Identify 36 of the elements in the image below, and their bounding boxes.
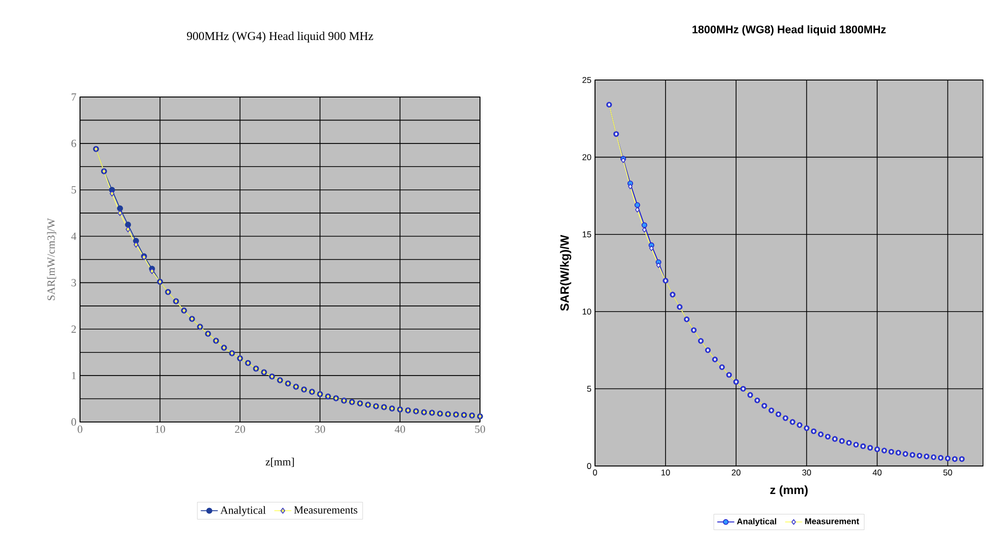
y-tick-label: 6 (71, 140, 76, 148)
x-axis-title: z (mm) (770, 485, 808, 496)
x-tick-label: 10 (661, 470, 670, 476)
y-tick-label: 0 (71, 418, 76, 426)
x-tick-label: 0 (592, 470, 598, 476)
y-tick-label: 2 (71, 326, 76, 333)
y-axis-title: SAR[mW/cm3]/W (47, 218, 56, 300)
y-tick-label: 20 (582, 154, 592, 160)
y-tick-label: 5 (587, 386, 592, 392)
x-tick-label: 30 (802, 470, 812, 476)
y-tick-label: 1 (72, 372, 76, 380)
legend-label: Analytical (220, 506, 266, 516)
x-tick-label: 40 (394, 426, 406, 433)
legend-label: Measurement (805, 518, 860, 524)
y-tick-label: 7 (72, 93, 76, 101)
x-tick-label: 30 (315, 426, 326, 433)
x-tick-label: 40 (872, 470, 882, 476)
y-axis-title: SAR(W/kg)/W (560, 234, 572, 311)
chart-title: 900MHz (WG4) Head liquid 900 MHz (186, 32, 374, 42)
y-tick-label: 0 (587, 462, 592, 469)
x-tick-label: 50 (475, 426, 486, 433)
y-tick-label: 3 (72, 279, 76, 286)
x-tick-label: 20 (732, 470, 740, 476)
x-tick-label: 10 (156, 426, 166, 433)
y-tick-label: 10 (582, 308, 592, 315)
legend-label: Measurements (294, 506, 358, 514)
y-tick-label: 5 (72, 186, 76, 194)
y-tick-label: 25 (582, 76, 592, 83)
x-tick-label: 20 (235, 426, 246, 433)
y-tick-label: 4 (71, 232, 76, 240)
x-axis-title: z[mm] (266, 458, 294, 467)
chart-title: 1800MHz (WG8) Head liquid 1800MHz (692, 25, 886, 36)
x-tick-label: 50 (943, 470, 952, 476)
y-tick-label: 15 (582, 231, 592, 238)
legend-label: Analytical (736, 518, 776, 526)
x-tick-label: 0 (78, 426, 82, 433)
